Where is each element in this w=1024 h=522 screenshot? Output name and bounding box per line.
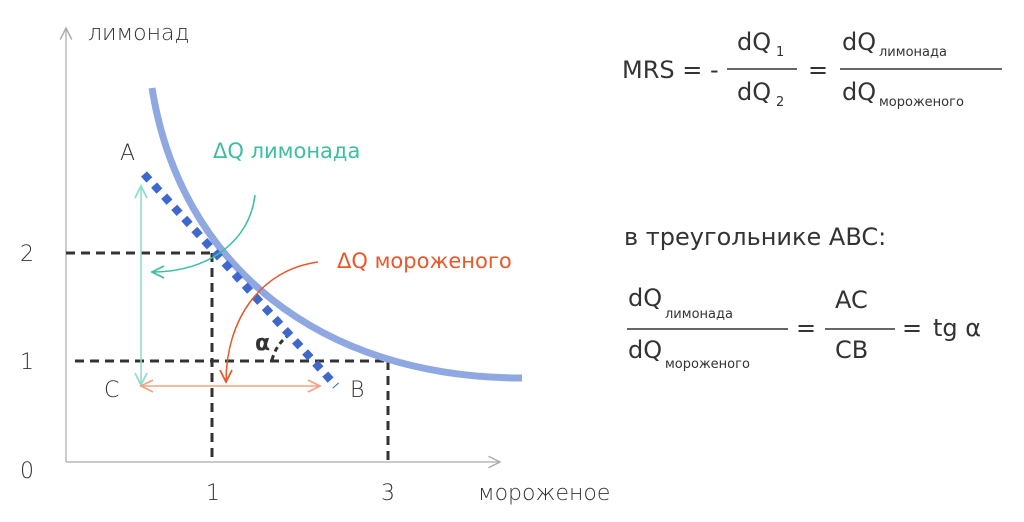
svg-text:=: =	[796, 314, 816, 342]
dq-lemonade-arrow	[152, 194, 256, 272]
svg-text:dQ: dQ	[628, 336, 662, 364]
svg-text:AC: AC	[835, 286, 868, 314]
svg-text:1: 1	[776, 45, 784, 60]
point-b: B	[350, 378, 364, 403]
y-tick-2: 2	[20, 242, 34, 267]
point-c: C	[104, 378, 119, 403]
x-tick-3: 3	[381, 481, 395, 506]
origin-label: 0	[20, 459, 34, 484]
svg-text:dQ: dQ	[737, 78, 771, 106]
point-a: A	[120, 141, 135, 166]
svg-text:мороженого: мороженого	[665, 357, 750, 372]
svg-text:dQ: dQ	[628, 284, 662, 312]
svg-text:CB: CB	[835, 336, 868, 364]
indifference-curve	[148, 87, 523, 382]
svg-text:MRS = -: MRS = -	[622, 56, 719, 84]
svg-text:=: =	[808, 56, 828, 84]
triangle-caption: в треугольнике ABC:	[624, 223, 886, 251]
dq-icecream-arrow	[226, 261, 319, 382]
svg-text:=: =	[902, 314, 922, 342]
mrs-formula: MRS = - dQ 1 dQ 2 = dQ лимонада dQ морож…	[622, 28, 1002, 110]
dq-icecream-label: ΔQ мороженого	[337, 249, 512, 273]
svg-text:2: 2	[776, 95, 784, 110]
svg-text:tg α: tg α	[933, 314, 981, 342]
dq-lemonade-label: ΔQ лимонада	[213, 139, 360, 163]
svg-text:dQ: dQ	[737, 28, 771, 56]
x-axis-label: мороженое	[478, 481, 610, 506]
svg-text:dQ: dQ	[842, 78, 876, 106]
svg-text:лимонада: лимонада	[879, 45, 947, 60]
x-tick-1: 1	[206, 481, 220, 506]
svg-text:dQ: dQ	[842, 28, 876, 56]
tangent-line	[141, 171, 339, 389]
svg-text:лимонада: лимонада	[665, 307, 733, 322]
svg-text:мороженого: мороженого	[879, 95, 964, 110]
tangent-formula: dQ лимонада dQ мороженого = AC CB = tg α	[627, 284, 981, 372]
y-tick-1: 1	[20, 350, 34, 375]
y-axis-label: лимонад	[88, 21, 189, 46]
alpha-label: α	[255, 331, 270, 356]
